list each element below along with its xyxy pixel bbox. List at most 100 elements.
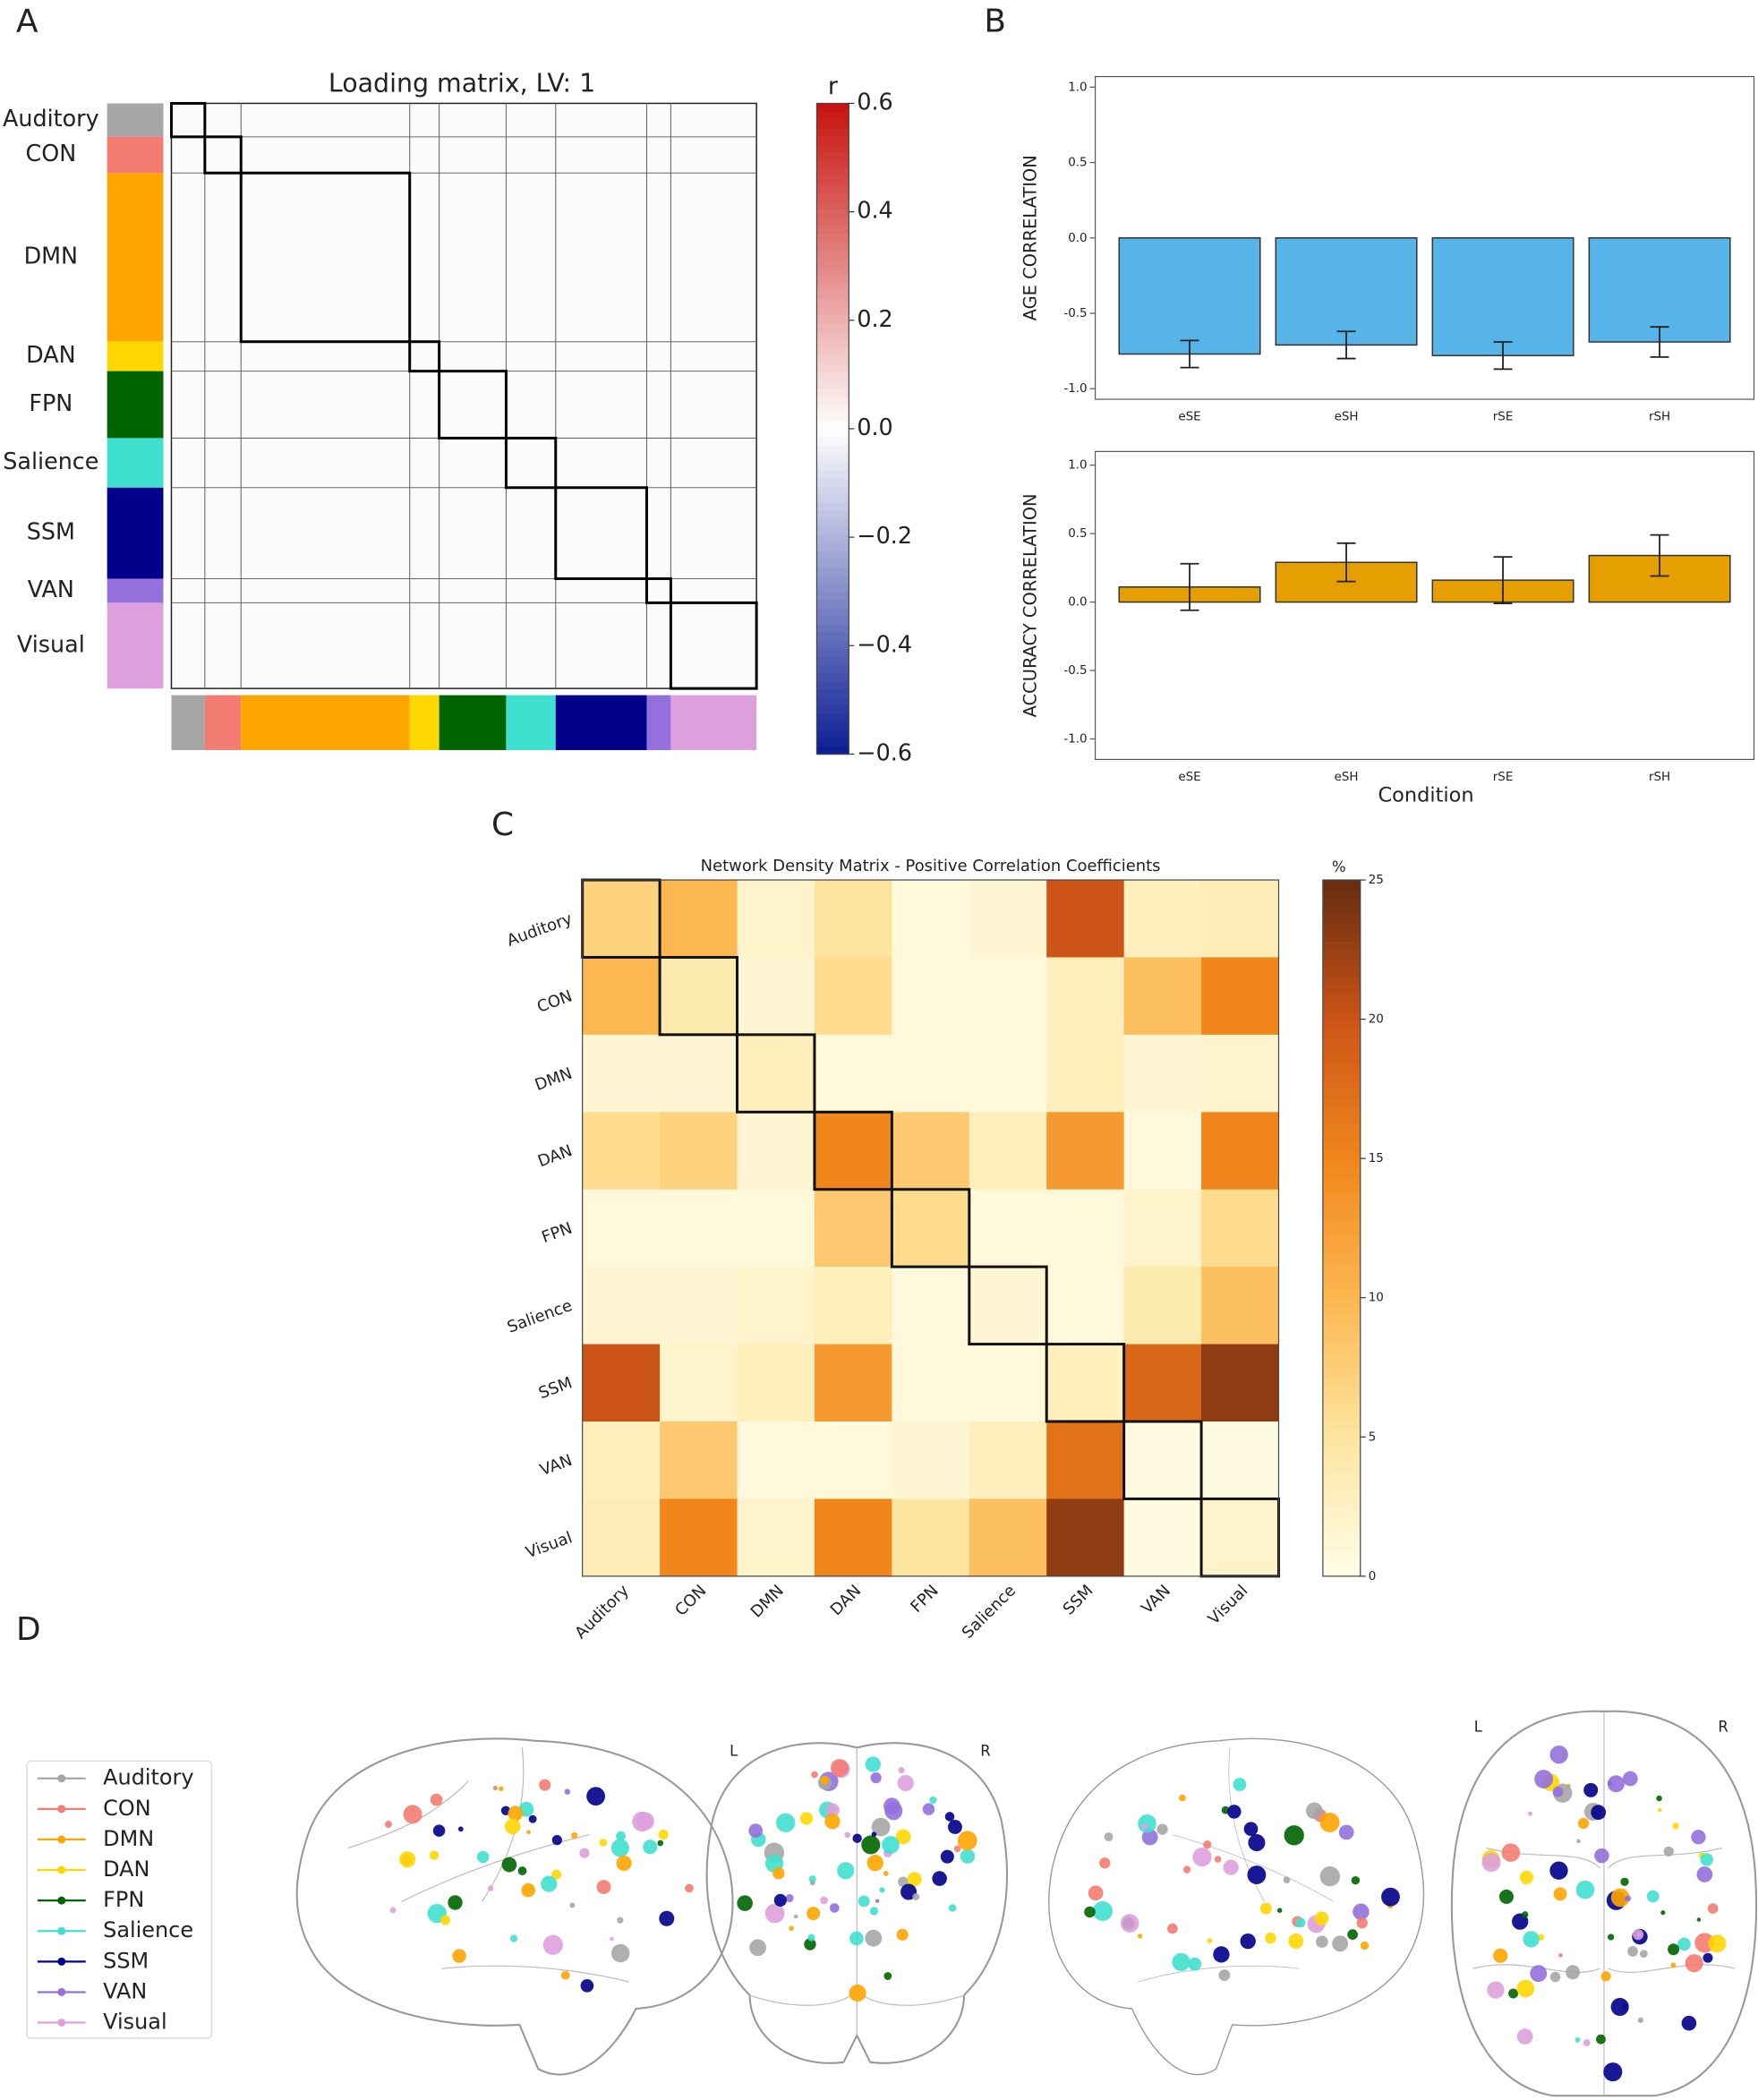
legend-box <box>26 1760 213 2039</box>
brain-node <box>596 1880 611 1894</box>
colorbar-step <box>816 151 849 161</box>
colorbar-step <box>1322 1245 1361 1255</box>
colorbar-step <box>1322 1105 1361 1116</box>
colorbar-step <box>816 696 849 706</box>
brain-node <box>1265 1932 1276 1944</box>
brain-node <box>1314 1911 1329 1925</box>
brain-node <box>1141 1823 1148 1831</box>
network-label: DMN <box>24 242 79 269</box>
colorbar-step <box>816 298 849 308</box>
brain-node <box>837 1862 855 1880</box>
brain-node <box>1708 1934 1727 1953</box>
brain-top <box>1450 1710 1758 2097</box>
colorbar-tick-label: 0.2 <box>857 305 892 332</box>
colorbar-step <box>816 437 849 446</box>
heatmap-cell <box>969 957 1047 1036</box>
brain-node <box>1577 1817 1590 1830</box>
brain-node <box>492 1785 499 1791</box>
panel-label: B <box>984 4 1006 40</box>
brain-node <box>1627 1946 1638 1957</box>
brain-node <box>871 1817 891 1837</box>
network-bar-left <box>107 136 164 174</box>
brain-node <box>1633 1929 1644 1941</box>
colorbar-step <box>816 599 849 609</box>
diagonal-block <box>554 486 648 580</box>
brain-node <box>882 1836 900 1854</box>
colorbar-step <box>816 632 849 641</box>
brain-node <box>1240 1933 1256 1950</box>
brain-node <box>957 1831 977 1851</box>
brain-node <box>820 1775 830 1785</box>
x-tick-label: rSH <box>1649 410 1670 423</box>
heatmap-cell <box>1123 1189 1202 1268</box>
row-label: VAN <box>537 1451 575 1480</box>
brain-node <box>1223 1859 1239 1875</box>
brain-node <box>452 1949 466 1963</box>
colorbar-step <box>816 258 849 267</box>
brain-node <box>1677 1937 1691 1951</box>
brain-node <box>1360 1941 1370 1951</box>
brain-node <box>403 1805 422 1824</box>
network-label: FPN <box>29 389 73 416</box>
heatmap-cell <box>1046 880 1125 958</box>
colorbar-step <box>1322 1158 1361 1168</box>
colorbar-step <box>816 111 849 121</box>
heatmap-cell <box>969 1498 1047 1577</box>
brain-node <box>1214 1856 1222 1863</box>
brain-node <box>1603 2062 1623 2082</box>
brain-node <box>1288 1934 1304 1950</box>
brain-node <box>1137 1934 1143 1939</box>
legend-marker <box>57 2019 66 2027</box>
brain-node <box>501 1857 517 1873</box>
brain-node <box>389 1907 397 1914</box>
brain-node <box>1218 1969 1231 1981</box>
chart-title: Network Density Matrix - Positive Correl… <box>701 857 1161 875</box>
y-tick-label: 0.0 <box>1068 232 1087 245</box>
legend-marker <box>57 1896 66 1905</box>
column-label: SSM <box>1060 1582 1097 1619</box>
colorbar-step <box>816 704 849 714</box>
heatmap-cell <box>892 1034 970 1113</box>
heatmap-cell <box>582 1421 661 1499</box>
colorbar-frame <box>1322 879 1361 1577</box>
view-label: L <box>730 1742 738 1759</box>
brain-node <box>929 1796 937 1805</box>
column-label: Auditory <box>571 1581 633 1643</box>
heatmap-cell <box>582 1344 661 1422</box>
colorbar-tick-label: −0.4 <box>857 630 912 657</box>
diagonal-block <box>504 436 558 490</box>
view-label: R <box>980 1742 990 1759</box>
x-tick-label: eSE <box>1178 771 1200 784</box>
brain-node <box>1092 1900 1113 1921</box>
brain-node <box>1188 1957 1202 1971</box>
colorbar-step <box>1322 932 1361 942</box>
colorbar-step <box>816 680 849 690</box>
brain-node <box>1519 1870 1534 1884</box>
heatmap-cell <box>1123 880 1202 958</box>
brain-node <box>1516 1979 1535 1998</box>
brain-node <box>1259 1902 1272 1915</box>
colorbar-step <box>816 322 849 332</box>
colorbar-step <box>816 509 849 519</box>
colorbar-step <box>1322 1131 1361 1142</box>
colorbar-step <box>1322 949 1361 960</box>
view-label: R <box>1718 1718 1728 1735</box>
heatmap-cell <box>737 880 815 958</box>
diagonal-block <box>239 171 412 344</box>
brain-node <box>809 1880 815 1886</box>
brain-node <box>799 1812 814 1825</box>
colorbar-step <box>1322 880 1361 890</box>
heatmap-cell <box>1123 1034 1202 1113</box>
colorbar-step <box>1322 1088 1361 1098</box>
brain-node <box>1639 1950 1648 1959</box>
brain-node <box>1353 1903 1370 1921</box>
colorbar-step <box>1322 1489 1361 1499</box>
colorbar-step <box>1322 1411 1361 1421</box>
column-label: DMN <box>747 1582 788 1622</box>
colorbar-step <box>1322 1002 1361 1012</box>
brain-node <box>528 1814 537 1823</box>
brain-node <box>1138 1814 1156 1833</box>
colorbar-step <box>1322 1254 1361 1264</box>
network-label: Salience <box>3 448 98 474</box>
colorbar-step <box>1322 1463 1361 1473</box>
